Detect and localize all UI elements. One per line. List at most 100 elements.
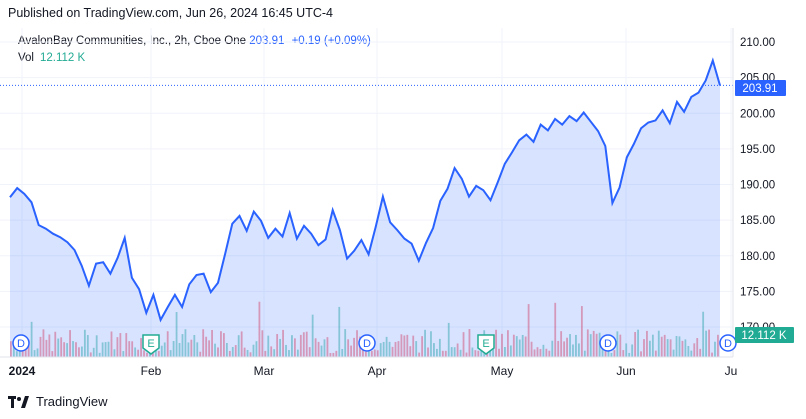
- volume-bar: [33, 350, 36, 357]
- volume-bar: [604, 350, 607, 357]
- volume-bar: [51, 351, 54, 357]
- dividend-marker: [599, 334, 617, 352]
- volume-bar: [308, 347, 311, 357]
- event-marker-label: E: [147, 338, 154, 350]
- volume-bar: [12, 347, 15, 357]
- volume-bar: [441, 350, 444, 357]
- volume-bar: [616, 331, 619, 357]
- volume-bar: [296, 349, 299, 357]
- volume-bar: [578, 343, 580, 357]
- legend-change: +0.19 (+0.09%): [291, 35, 371, 47]
- volume-bar: [95, 335, 98, 357]
- dividend-marker: [358, 334, 376, 352]
- volume-bar: [119, 333, 122, 357]
- volume-bar: [669, 339, 672, 357]
- volume-bar: [116, 337, 119, 357]
- volume-bar: [714, 341, 716, 357]
- volume-bar: [622, 350, 625, 357]
- dividend-marker: [12, 334, 30, 352]
- volume-bar: [690, 350, 693, 357]
- volume-bar: [175, 311, 178, 357]
- volume-bar: [509, 345, 512, 357]
- volume-bar: [477, 350, 480, 357]
- volume-bar: [24, 347, 27, 357]
- volume-bar: [385, 336, 388, 357]
- volume-bar: [657, 330, 660, 357]
- volume-bar: [30, 321, 33, 357]
- volume-bar: [557, 340, 560, 357]
- x-tick-label: Apr: [368, 364, 387, 378]
- volume-bar: [424, 329, 426, 357]
- volume-bar: [572, 344, 574, 357]
- volume-bar: [705, 330, 708, 357]
- volume-bar: [542, 344, 545, 357]
- volume-bar: [187, 342, 190, 357]
- volume-bar: [610, 352, 613, 357]
- volume-tag: [735, 327, 794, 343]
- volume-bar: [545, 348, 548, 357]
- volume-bar: [264, 350, 267, 357]
- volume-bar: [436, 348, 438, 357]
- volume-bar: [583, 350, 586, 357]
- volume-bar: [196, 342, 199, 357]
- volume-bar: [279, 338, 282, 357]
- volume-bar: [533, 349, 536, 357]
- volume-bar: [338, 306, 341, 357]
- volume-bar: [270, 346, 273, 357]
- y-tick-label: 175.00: [740, 286, 775, 298]
- volume-bar: [651, 334, 654, 357]
- volume-bar: [462, 332, 465, 357]
- volume-tag-label: 12.112 K: [741, 330, 787, 342]
- volume-bar: [678, 336, 681, 357]
- volume-bar: [66, 343, 69, 357]
- x-tick-label: Jun: [616, 364, 635, 378]
- volume-bar: [589, 334, 592, 357]
- volume-bar: [551, 340, 554, 357]
- volume-bar: [86, 335, 89, 357]
- volume-bar: [628, 352, 631, 357]
- volume-bar: [202, 329, 205, 357]
- volume-bar: [193, 334, 196, 357]
- volume-bar: [104, 342, 107, 357]
- volume-bar: [128, 341, 131, 357]
- volume-bar: [548, 350, 551, 357]
- volume-bar: [637, 329, 639, 357]
- volume-bar: [415, 341, 418, 357]
- x-tick-label: 2024: [9, 364, 36, 378]
- volume-bar: [350, 345, 353, 357]
- volume-bar: [299, 334, 302, 357]
- volume-bar: [320, 345, 323, 357]
- volume-bar: [353, 337, 355, 357]
- volume-bar: [285, 344, 287, 357]
- volume-bars: [10, 301, 719, 357]
- volume-bar: [379, 343, 382, 357]
- volume-bar: [81, 346, 83, 357]
- volume-bar: [663, 334, 666, 357]
- volume-bar: [459, 349, 462, 357]
- symbol-legend: AvalonBay Communities, Inc., 2h, Cboe On…: [18, 35, 371, 47]
- volume-bar: [580, 306, 583, 357]
- volume-bar: [468, 329, 471, 357]
- volume-bar: [314, 338, 317, 357]
- volume-bar: [184, 329, 187, 357]
- volume-bar: [107, 341, 110, 357]
- volume-bar: [146, 352, 148, 357]
- volume-bar: [471, 347, 474, 357]
- volume-bar: [302, 332, 305, 357]
- volume-bar: [430, 331, 432, 357]
- volume-bar: [504, 347, 506, 357]
- volume-bar: [60, 337, 63, 357]
- volume-bar: [237, 335, 240, 357]
- volume-bar: [217, 347, 219, 357]
- volume-bar: [15, 351, 18, 357]
- volume-bar: [566, 337, 568, 357]
- volume-bar: [42, 329, 45, 357]
- volume-bar: [693, 343, 696, 357]
- volume-bar: [143, 350, 145, 357]
- volume-bar: [586, 329, 589, 357]
- volume-bar: [654, 350, 657, 357]
- volume-bar: [507, 330, 509, 357]
- published-header: Published on TradingView.com, Jun 26, 20…: [8, 6, 333, 20]
- volume-bar: [539, 348, 542, 357]
